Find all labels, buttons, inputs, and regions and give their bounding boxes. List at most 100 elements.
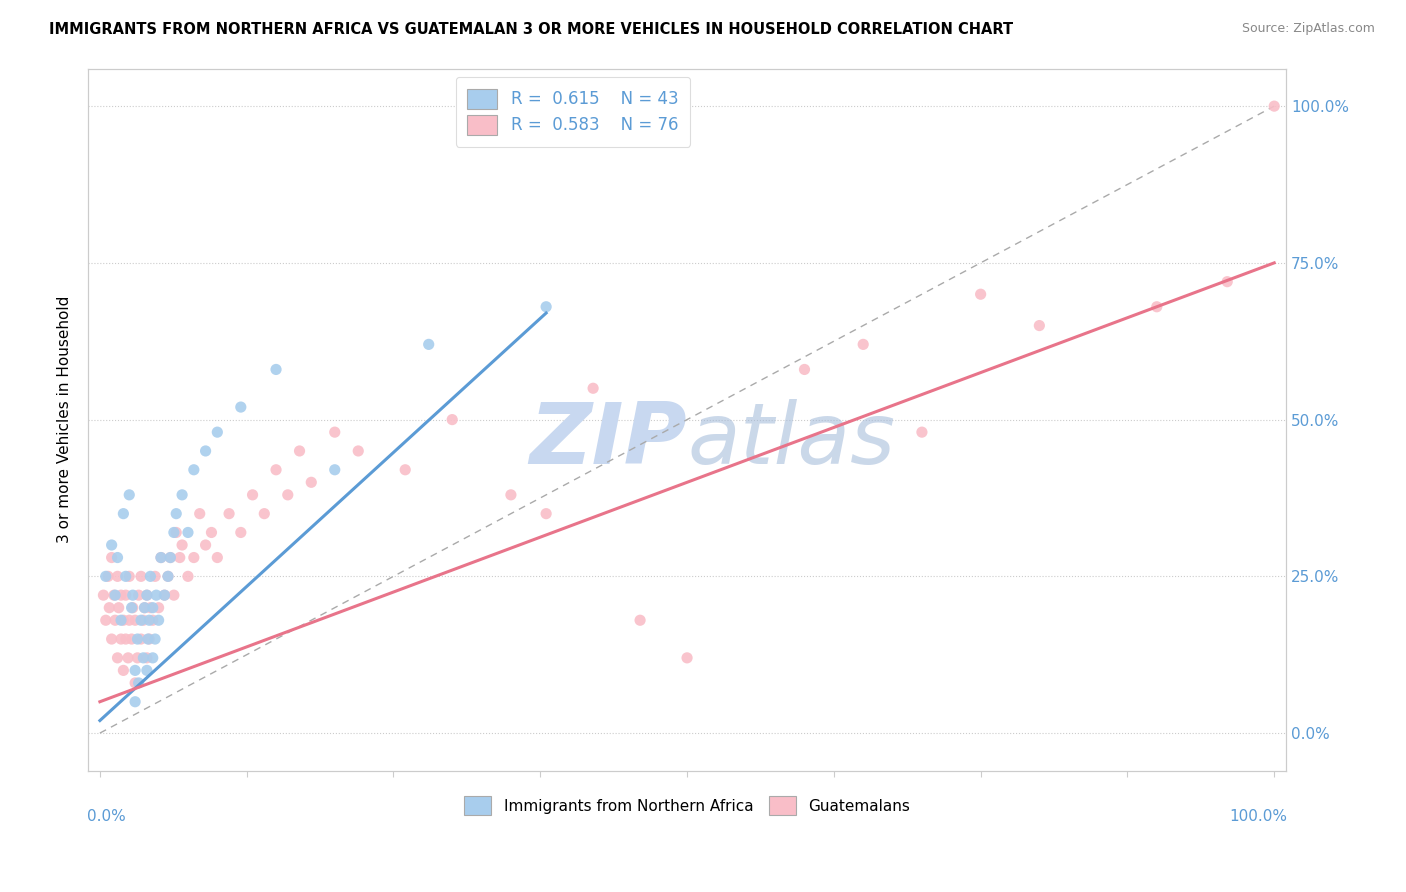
Point — [128, 588, 150, 602]
Point — [1216, 275, 1239, 289]
Point — [114, 588, 136, 602]
Point — [121, 588, 143, 602]
Point — [100, 538, 122, 552]
Point — [183, 550, 205, 565]
Point — [107, 550, 129, 565]
Point — [200, 525, 222, 540]
Point — [159, 550, 181, 565]
Point — [118, 488, 141, 502]
Point — [188, 507, 211, 521]
Point — [138, 613, 160, 627]
Point — [107, 600, 129, 615]
Point — [418, 337, 440, 351]
Point — [163, 525, 186, 540]
Point — [110, 613, 132, 627]
Point — [142, 651, 165, 665]
Point — [177, 569, 200, 583]
Point — [97, 569, 120, 583]
Point — [229, 400, 252, 414]
Point — [1146, 300, 1168, 314]
Point — [142, 613, 165, 627]
Point — [145, 588, 167, 602]
Point — [149, 550, 172, 565]
Point — [676, 651, 699, 665]
Point — [394, 463, 416, 477]
Point — [121, 600, 143, 615]
Point — [148, 613, 170, 627]
Point — [138, 632, 160, 646]
Text: 100.0%: 100.0% — [1229, 809, 1286, 824]
Point — [136, 632, 159, 646]
Point — [112, 507, 135, 521]
Point — [121, 600, 143, 615]
Point — [499, 488, 522, 502]
Point — [128, 676, 150, 690]
Point — [135, 651, 157, 665]
Point — [218, 507, 240, 521]
Point — [124, 695, 146, 709]
Point — [127, 651, 149, 665]
Point — [323, 425, 346, 439]
Point — [159, 550, 181, 565]
Point — [323, 463, 346, 477]
Point — [628, 613, 651, 627]
Point — [112, 613, 135, 627]
Point — [288, 444, 311, 458]
Text: ZIP: ZIP — [530, 400, 688, 483]
Point — [172, 488, 194, 502]
Point — [183, 463, 205, 477]
Legend: Immigrants from Northern Africa, Guatemalans: Immigrants from Northern Africa, Guatema… — [457, 789, 918, 822]
Point — [264, 463, 287, 477]
Point — [94, 569, 117, 583]
Point — [124, 664, 146, 678]
Text: atlas: atlas — [688, 400, 896, 483]
Point — [156, 569, 179, 583]
Point — [229, 525, 252, 540]
Point — [129, 569, 152, 583]
Y-axis label: 3 or more Vehicles in Household: 3 or more Vehicles in Household — [58, 296, 72, 543]
Point — [207, 425, 229, 439]
Point — [135, 664, 157, 678]
Point — [242, 488, 264, 502]
Point — [156, 569, 179, 583]
Point — [114, 632, 136, 646]
Text: Source: ZipAtlas.com: Source: ZipAtlas.com — [1241, 22, 1375, 36]
Point — [177, 525, 200, 540]
Point — [153, 588, 176, 602]
Point — [104, 588, 127, 602]
Point — [264, 362, 287, 376]
Point — [142, 600, 165, 615]
Point — [1263, 99, 1285, 113]
Point — [107, 651, 129, 665]
Point — [103, 588, 125, 602]
Point — [534, 300, 557, 314]
Point — [118, 569, 141, 583]
Point — [1028, 318, 1050, 333]
Point — [194, 444, 217, 458]
Point — [534, 507, 557, 521]
Text: 0.0%: 0.0% — [87, 809, 125, 824]
Point — [163, 588, 186, 602]
Point — [118, 613, 141, 627]
Point — [93, 588, 115, 602]
Point — [347, 444, 370, 458]
Point — [94, 613, 117, 627]
Point — [165, 507, 187, 521]
Point — [114, 569, 136, 583]
Point — [169, 550, 191, 565]
Point — [165, 525, 187, 540]
Point — [110, 632, 132, 646]
Point — [100, 632, 122, 646]
Point — [148, 600, 170, 615]
Point — [134, 600, 156, 615]
Point — [852, 337, 875, 351]
Point — [969, 287, 991, 301]
Point — [104, 613, 127, 627]
Point — [132, 613, 155, 627]
Text: IMMIGRANTS FROM NORTHERN AFRICA VS GUATEMALAN 3 OR MORE VEHICLES IN HOUSEHOLD CO: IMMIGRANTS FROM NORTHERN AFRICA VS GUATE… — [49, 22, 1014, 37]
Point — [194, 538, 217, 552]
Point — [582, 381, 605, 395]
Point — [299, 475, 322, 490]
Point — [98, 600, 121, 615]
Point — [129, 632, 152, 646]
